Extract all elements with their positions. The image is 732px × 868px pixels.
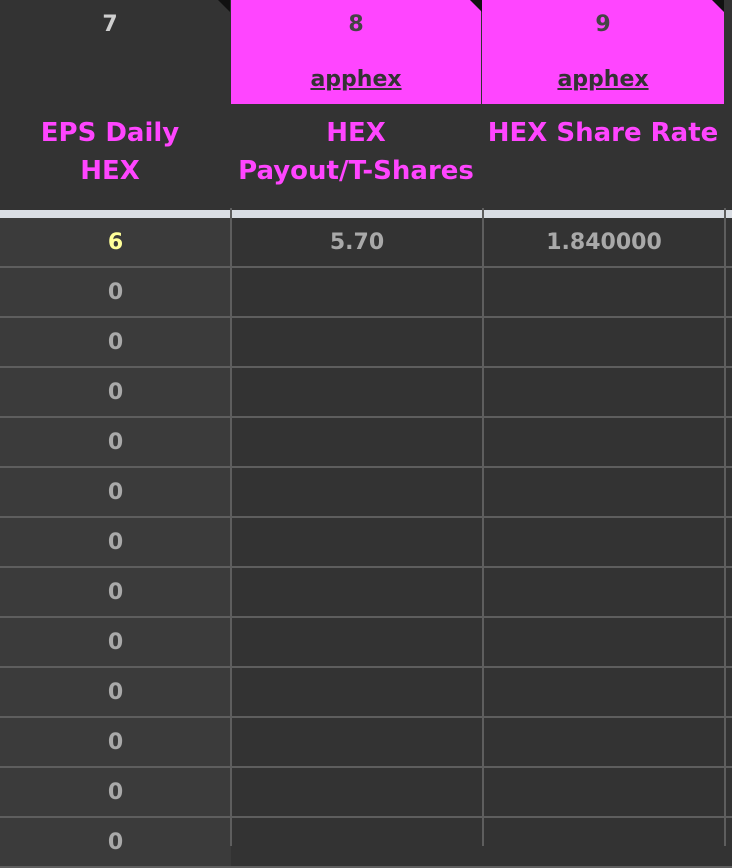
cell-hex-share-rate[interactable]: [484, 318, 724, 366]
cell-hex-payout[interactable]: 5.70: [232, 218, 482, 266]
cell-eps-daily-hex[interactable]: 0: [0, 718, 231, 766]
note-indicator: [218, 0, 230, 12]
cell-hex-share-rate[interactable]: [484, 518, 724, 566]
cell-eps-daily-hex[interactable]: 0: [0, 468, 231, 516]
cell-eps-daily-hex[interactable]: 0: [0, 418, 231, 466]
cell-hex-payout[interactable]: [232, 268, 482, 316]
column-9-header-fill: [482, 0, 724, 104]
column-divider: [230, 208, 232, 846]
header-eps-daily-hex[interactable]: EPS Daily HEX: [0, 114, 220, 190]
table-row: 0: [0, 268, 732, 318]
note-indicator: [470, 0, 482, 12]
cell-hex-share-rate[interactable]: [484, 568, 724, 616]
table-row: 0: [0, 818, 732, 868]
table-row: 6 5.70 1.840000: [0, 218, 732, 268]
cell-hex-share-rate[interactable]: [484, 818, 724, 866]
cell-hex-share-rate[interactable]: [484, 468, 724, 516]
cell-eps-daily-hex[interactable]: 0: [0, 668, 231, 716]
table-row: 0: [0, 768, 732, 818]
row-gridline: [0, 416, 732, 418]
table-row: 0: [0, 718, 732, 768]
header-separator: [0, 210, 732, 218]
row-gridline: [0, 616, 732, 618]
cell-eps-daily-hex[interactable]: 0: [0, 768, 231, 816]
table-row: 0: [0, 418, 732, 468]
row-gridline: [0, 366, 732, 368]
cell-eps-daily-hex[interactable]: 0: [0, 818, 231, 866]
row-gridline: [0, 516, 732, 518]
table-row: 0: [0, 618, 732, 668]
header-line-2: Payout/T-Shares: [238, 156, 474, 186]
cell-hex-share-rate[interactable]: [484, 768, 724, 816]
note-indicator: [712, 0, 724, 12]
header-hex-payout[interactable]: HEX Payout/T-Shares: [231, 114, 481, 190]
cell-eps-daily-hex[interactable]: 0: [0, 268, 231, 316]
cell-eps-daily-hex[interactable]: 0: [0, 318, 231, 366]
cell-hex-share-rate[interactable]: [484, 418, 724, 466]
cell-hex-share-rate[interactable]: [484, 718, 724, 766]
table-row: 0: [0, 318, 732, 368]
cell-hex-share-rate[interactable]: [484, 618, 724, 666]
cell-hex-share-rate[interactable]: [484, 268, 724, 316]
column-8-header-fill: [231, 0, 481, 104]
cell-hex-share-rate[interactable]: [484, 668, 724, 716]
row-gridline: [0, 466, 732, 468]
apphex-link[interactable]: apphex: [310, 67, 402, 92]
cell-hex-payout[interactable]: [232, 768, 482, 816]
cell-hex-share-rate[interactable]: 1.840000: [484, 218, 724, 266]
row-gridline: [0, 716, 732, 718]
cell-hex-payout[interactable]: [232, 718, 482, 766]
cell-eps-daily-hex[interactable]: 0: [0, 368, 231, 416]
row-gridline: [0, 566, 732, 568]
header-line-2: HEX: [80, 156, 140, 186]
row-gridline: [0, 266, 732, 268]
row-gridline: [0, 666, 732, 668]
table-row: 0: [0, 468, 732, 518]
header-line-1: HEX: [326, 118, 386, 148]
row-gridline: [0, 316, 732, 318]
cell-eps-daily-hex[interactable]: 0: [0, 518, 231, 566]
header-line-1: HEX Share Rate: [487, 118, 719, 148]
cell-hex-payout[interactable]: [232, 518, 482, 566]
cell-hex-payout[interactable]: [232, 568, 482, 616]
column-number-9: 9: [595, 12, 611, 37]
column-number-7: 7: [102, 12, 118, 37]
cell-hex-payout[interactable]: [232, 368, 482, 416]
cell-hex-share-rate[interactable]: [484, 368, 724, 416]
header-line-1: EPS Daily: [40, 118, 180, 148]
row-gridline: [0, 816, 732, 818]
cell-eps-daily-hex[interactable]: 0: [0, 568, 231, 616]
cell-hex-payout[interactable]: [232, 418, 482, 466]
column-number-8: 8: [348, 12, 364, 37]
cell-hex-payout[interactable]: [232, 668, 482, 716]
table-row: 0: [0, 568, 732, 618]
table-row: 0: [0, 668, 732, 718]
table-row: 0: [0, 368, 732, 418]
header-hex-share-rate[interactable]: HEX Share Rate: [482, 114, 724, 152]
table-row: 0: [0, 518, 732, 568]
column-divider: [724, 208, 726, 846]
cell-hex-payout[interactable]: [232, 468, 482, 516]
row-gridline: [0, 766, 732, 768]
cell-eps-daily-hex[interactable]: 0: [0, 618, 231, 666]
cell-hex-payout[interactable]: [232, 618, 482, 666]
cell-eps-daily-hex[interactable]: 6: [0, 218, 231, 266]
cell-hex-payout[interactable]: [232, 318, 482, 366]
column-divider: [482, 208, 484, 846]
cell-hex-payout[interactable]: [232, 818, 482, 866]
apphex-link[interactable]: apphex: [557, 67, 649, 92]
